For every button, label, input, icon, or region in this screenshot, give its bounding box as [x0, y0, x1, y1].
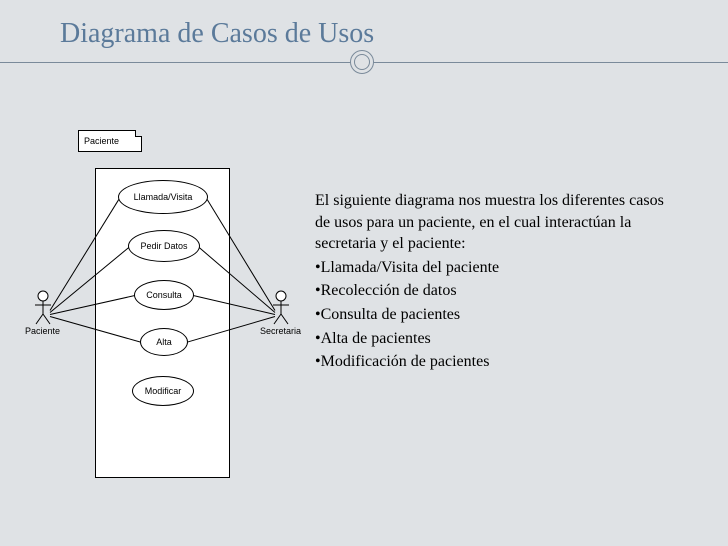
- usecase-uc-consulta: Consulta: [134, 280, 194, 310]
- usecase-uc-llamada: Llamada/Visita: [118, 180, 208, 214]
- note-fold-icon: [135, 130, 142, 137]
- note-label: Paciente: [84, 136, 119, 146]
- stick-figure-icon: [271, 290, 291, 326]
- stick-figure-icon: [33, 290, 53, 326]
- actor-paciente: Paciente: [25, 290, 60, 336]
- page-title: Diagrama de Casos de Usos: [60, 18, 374, 50]
- bullet-item: •Modificación de pacientes: [315, 351, 665, 373]
- bullet-item: •Alta de pacientes: [315, 328, 665, 350]
- actor-right-label: Secretaria: [260, 326, 301, 336]
- description-block: El siguiente diagrama nos muestra los di…: [315, 190, 665, 375]
- bullet-item: •Consulta de pacientes: [315, 304, 665, 326]
- bullet-item: •Llamada/Visita del paciente: [315, 257, 665, 279]
- system-boundary: [95, 168, 230, 478]
- usecase-uc-pedir: Pedir Datos: [128, 230, 200, 262]
- actor-secretaria: Secretaria: [260, 290, 301, 336]
- usecase-uc-modificar: Modificar: [132, 376, 194, 406]
- usecase-uc-alta: Alta: [140, 328, 188, 356]
- description-bullets: •Llamada/Visita del paciente•Recolección…: [315, 257, 665, 373]
- bullet-item: •Recolección de datos: [315, 280, 665, 302]
- description-intro: El siguiente diagrama nos muestra los di…: [315, 190, 665, 255]
- note-paciente: Paciente: [78, 130, 142, 152]
- title-decoration-circle-inner: [354, 54, 370, 70]
- actor-left-label: Paciente: [25, 326, 60, 336]
